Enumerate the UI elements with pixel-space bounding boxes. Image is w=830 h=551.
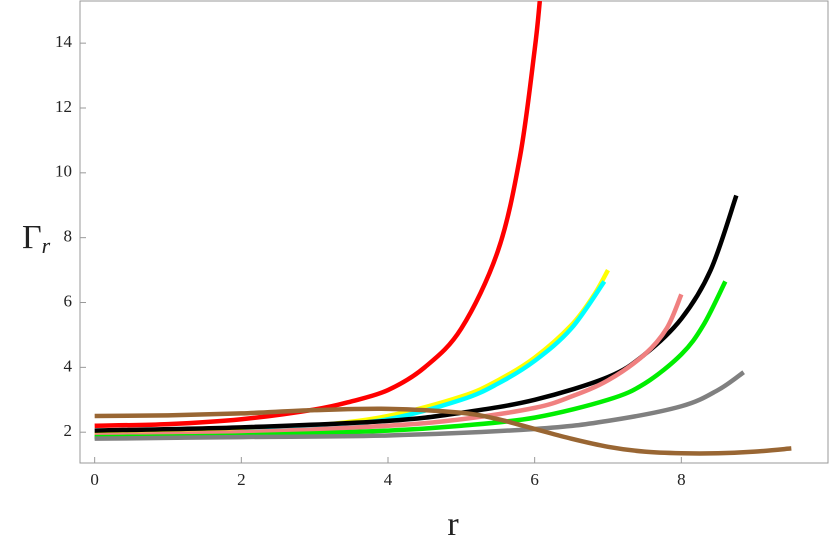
y-tick-label: 6 bbox=[64, 291, 73, 310]
y-tick-label: 12 bbox=[55, 97, 72, 116]
y-axis-title: Γr bbox=[22, 219, 51, 258]
y-tick-label: 4 bbox=[64, 356, 73, 375]
y-tick-label: 8 bbox=[64, 227, 73, 246]
y-tick-label: 2 bbox=[64, 421, 73, 440]
curve bbox=[94, 194, 739, 433]
y-tick-label: 14 bbox=[55, 32, 73, 51]
x-tick-label: 4 bbox=[384, 470, 393, 489]
curve bbox=[94, 1, 543, 428]
y-axis-title-main: Γ bbox=[22, 219, 42, 256]
y-axis-title-sub: r bbox=[42, 233, 51, 258]
x-tick-label: 2 bbox=[237, 470, 246, 489]
y-tick-label: 10 bbox=[55, 162, 72, 181]
curve bbox=[94, 406, 792, 456]
plot-frame bbox=[79, 0, 829, 464]
x-tick-label: 8 bbox=[677, 470, 686, 489]
x-tick-label: 6 bbox=[530, 470, 539, 489]
x-tick-label: 0 bbox=[90, 470, 99, 489]
x-axis-title: r bbox=[447, 506, 459, 543]
curve bbox=[94, 293, 684, 438]
